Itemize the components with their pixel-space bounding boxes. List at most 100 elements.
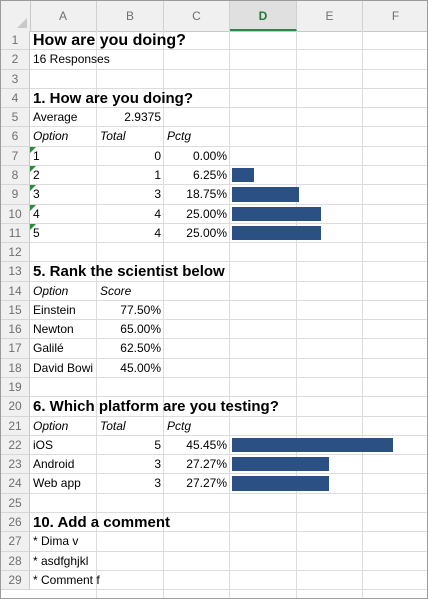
option-cell[interactable]: Newton	[33, 322, 74, 337]
row-header-24[interactable]: 24	[1, 474, 30, 494]
total-cell[interactable]: 4	[154, 225, 161, 240]
gridline-horizontal	[30, 531, 427, 533]
pctg-cell[interactable]: 27.27%	[186, 457, 227, 472]
row-header-8[interactable]: 8	[1, 165, 30, 186]
section-heading-q5[interactable]: 5. Rank the scientist below	[33, 263, 225, 281]
column-label-total[interactable]: Total	[100, 418, 126, 433]
option-cell[interactable]: David Bowi	[33, 360, 94, 375]
row-header-3[interactable]: 3	[1, 69, 30, 89]
row-header-20[interactable]: 20	[1, 397, 30, 417]
comment-cell[interactable]: * Comment f	[33, 572, 100, 587]
section-heading-q10[interactable]: 10. Add a comment	[33, 514, 170, 531]
option-cell[interactable]: 2	[33, 167, 40, 182]
column-header-bar	[1, 1, 427, 32]
row-header-7[interactable]: 7	[1, 146, 30, 166]
column-header-a[interactable]: A	[30, 1, 97, 31]
row-header-27[interactable]: 27	[1, 532, 30, 552]
option-cell[interactable]: 3	[33, 187, 40, 202]
total-cell[interactable]: 3	[154, 476, 161, 491]
select-all-corner[interactable]	[1, 1, 31, 31]
option-cell[interactable]: Einstein	[33, 302, 76, 317]
gridline-vertical	[362, 31, 363, 598]
row-header-22[interactable]: 22	[1, 435, 30, 456]
column-header-f[interactable]: F	[363, 1, 427, 31]
pctg-cell[interactable]: 0.00%	[192, 148, 227, 163]
column-label-option[interactable]: Option	[33, 283, 69, 298]
section-heading-q6[interactable]: 6. Which platform are you testing?	[33, 398, 279, 416]
gridline-horizontal	[30, 107, 427, 109]
pctg-cell[interactable]: 45.45%	[186, 437, 227, 452]
row-header-14[interactable]: 14	[1, 281, 30, 301]
column-header-d[interactable]: D	[230, 1, 297, 31]
row-header-9[interactable]: 9	[1, 185, 30, 205]
row-header-29[interactable]: 29	[1, 570, 30, 591]
average-label[interactable]: Average	[33, 110, 78, 125]
response-count[interactable]: 16 Responses	[33, 52, 110, 67]
column-header-c[interactable]: C	[164, 1, 230, 31]
total-cell[interactable]: 3	[154, 457, 161, 472]
option-cell[interactable]: 4	[33, 206, 40, 221]
option-cell[interactable]: iOS	[33, 437, 54, 452]
data-bar	[232, 437, 394, 453]
row-header-15[interactable]: 15	[1, 300, 30, 321]
gridline-horizontal	[30, 280, 427, 282]
score-cell[interactable]: 45.00%	[120, 360, 161, 375]
total-cell[interactable]: 3	[154, 187, 161, 202]
pctg-cell[interactable]: 6.25%	[192, 167, 227, 182]
data-bar	[232, 457, 329, 472]
column-header-b[interactable]: B	[97, 1, 164, 31]
row-header-2[interactable]: 2	[1, 50, 30, 70]
comment-cell[interactable]: * Dima v	[33, 534, 79, 549]
row-header-21[interactable]: 21	[1, 416, 30, 436]
total-cell[interactable]: 1	[154, 167, 161, 182]
row-header-19[interactable]: 19	[1, 378, 30, 398]
row-header-17[interactable]: 17	[1, 339, 30, 359]
option-cell[interactable]: Android	[33, 457, 75, 472]
row-header-23[interactable]: 23	[1, 455, 30, 475]
row-header-1[interactable]: 1	[1, 31, 30, 51]
gridline-horizontal	[30, 184, 427, 186]
sheet-title[interactable]: How are you doing?	[33, 32, 186, 49]
row-header-16[interactable]: 16	[1, 320, 30, 340]
total-cell[interactable]: 4	[154, 206, 161, 221]
row-header-10[interactable]: 10	[1, 204, 30, 224]
pctg-cell[interactable]: 25.00%	[186, 225, 227, 240]
option-cell[interactable]: 1	[33, 148, 40, 163]
column-label-score[interactable]: Score	[100, 283, 132, 298]
score-cell[interactable]: 62.50%	[120, 341, 161, 356]
row-header-28[interactable]: 28	[1, 551, 30, 571]
column-label-option[interactable]: Option	[33, 418, 69, 433]
pctg-cell[interactable]: 25.00%	[186, 206, 227, 221]
column-label-total[interactable]: Total	[100, 129, 126, 144]
row-header-11[interactable]: 11	[1, 223, 30, 244]
option-cell[interactable]: 5	[33, 225, 40, 240]
option-cell[interactable]: Galilé	[33, 341, 64, 356]
gridline-horizontal	[30, 319, 427, 321]
comment-cell[interactable]: * asdfghjkl	[33, 553, 89, 568]
gridline-horizontal	[30, 512, 427, 513]
average-value[interactable]: 2.9375	[124, 110, 161, 125]
pctg-cell[interactable]: 18.75%	[186, 187, 227, 202]
row-header-6[interactable]: 6	[1, 127, 30, 147]
row-header-13[interactable]: 13	[1, 262, 30, 282]
gridline-horizontal	[30, 569, 427, 571]
data-bar	[232, 167, 255, 183]
section-heading-q1[interactable]: 1. How are you doing?	[33, 89, 194, 107]
column-label-pctg[interactable]: Pctg	[167, 418, 192, 433]
score-cell[interactable]: 77.50%	[120, 302, 161, 317]
total-cell[interactable]: 0	[154, 148, 161, 163]
row-header-12[interactable]: 12	[1, 243, 30, 263]
column-label-pctg[interactable]: Pctg	[167, 129, 192, 144]
option-cell[interactable]: Web app	[33, 476, 81, 491]
comment-marker-icon	[30, 204, 36, 211]
row-header-4[interactable]: 4	[1, 88, 30, 109]
row-header-5[interactable]: 5	[1, 108, 30, 128]
row-header-18[interactable]: 18	[1, 358, 30, 379]
column-label-option[interactable]: Option	[33, 129, 69, 144]
row-header-26[interactable]: 26	[1, 513, 30, 533]
total-cell[interactable]: 5	[154, 437, 161, 452]
score-cell[interactable]: 65.00%	[120, 322, 161, 337]
row-header-25[interactable]: 25	[1, 493, 30, 513]
pctg-cell[interactable]: 27.27%	[186, 476, 227, 491]
column-header-e[interactable]: E	[297, 1, 363, 31]
